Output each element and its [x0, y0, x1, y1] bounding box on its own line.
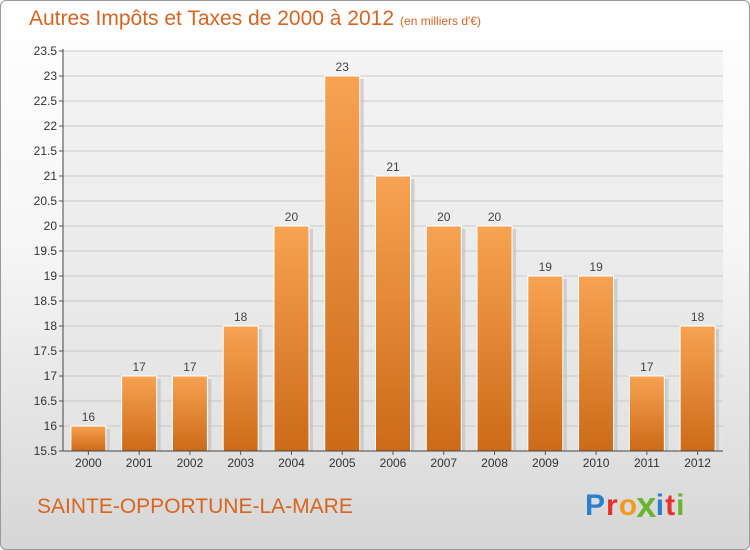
data-label-2012: 18 [691, 310, 705, 324]
data-label-2004: 20 [285, 210, 299, 224]
x-tick-label-2011: 2011 [634, 456, 660, 470]
data-label-2001: 17 [132, 360, 146, 374]
y-tick-label-11: 21 [44, 169, 58, 183]
axes: 15.5 16 16.5 17 17.5 18 18.5 19 19.5 20 20.5 21 21.5… [34, 44, 723, 470]
y-tick-label-6: 18.5 [34, 294, 58, 308]
bar-2011 [628, 375, 665, 452]
x-tick-label-2012: 2012 [684, 456, 711, 470]
y-tick-label-3: 17 [44, 369, 58, 383]
y-tick-label-16: 23.5 [34, 44, 58, 58]
logo-letter-4: i [655, 489, 666, 522]
bar-2012 [679, 325, 716, 452]
y-tick-label-7: 19 [44, 269, 58, 283]
bar-2010 [578, 275, 615, 452]
y-tick-label-2: 16.5 [34, 394, 58, 408]
proxiti-logo: Proxiti [585, 486, 686, 526]
data-label-2000: 16 [82, 410, 96, 424]
data-label-2006: 21 [386, 160, 400, 174]
data-label-2002: 17 [183, 360, 197, 374]
x-tick-label-2001: 2001 [126, 456, 153, 470]
logo-letter-5: t [665, 489, 677, 522]
y-tick-label-9: 20 [44, 219, 58, 233]
bar-2000 [70, 425, 107, 452]
x-tick-label-2003: 2003 [227, 456, 254, 470]
bar-2004 [273, 225, 310, 452]
y-tick-label-5: 18 [44, 319, 58, 333]
logo-letter-1: r [606, 489, 619, 522]
y-tick-label-1: 16 [44, 419, 58, 433]
bar-2001 [121, 375, 158, 452]
y-tick-label-15: 23 [44, 69, 58, 83]
x-tick-label-2004: 2004 [278, 456, 305, 470]
x-tick-label-2009: 2009 [532, 456, 559, 470]
data-label-2011: 17 [640, 360, 654, 374]
logo-letter-2: o [618, 489, 639, 522]
bar-2005 [324, 75, 361, 452]
x-tick-label-2002: 2002 [177, 456, 204, 470]
bar-2002 [171, 375, 208, 452]
x-tick-label-2007: 2007 [430, 456, 457, 470]
bar-2007 [425, 225, 462, 452]
y-tick-label-4: 17.5 [34, 344, 58, 358]
chart-title: Autres Impôts et Taxes de 2000 à 2012 (en… [29, 7, 481, 31]
y-tick-label-14: 22.5 [34, 94, 58, 108]
data-label-2009: 19 [539, 260, 553, 274]
x-tick-label-2010: 2010 [583, 456, 610, 470]
y-tick-label-8: 19.5 [34, 244, 58, 258]
bar-2008 [476, 225, 513, 452]
data-label-2007: 20 [437, 210, 451, 224]
bar-2006 [375, 175, 411, 452]
data-label-2008: 20 [488, 210, 502, 224]
x-tick-label-2008: 2008 [481, 456, 508, 470]
data-label-2005: 23 [336, 60, 350, 74]
bar-2009 [527, 275, 564, 452]
x-tick-label-2006: 2006 [380, 456, 407, 470]
chart-subtitle: (en milliers d'€) [400, 14, 482, 28]
logo-letter-3: x [636, 485, 658, 526]
data-label-2003: 18 [234, 310, 248, 324]
logo-letter-0: P [585, 489, 607, 522]
x-tick-label-2000: 2000 [75, 456, 102, 470]
y-tick-label-13: 22 [44, 119, 58, 133]
logo-letter-6: i [676, 489, 686, 522]
chart-title-text: Autres Impôts et Taxes de 2000 à 2012 [29, 7, 395, 30]
y-tick-label-10: 20.5 [34, 194, 58, 208]
bar-2003 [222, 325, 259, 452]
x-tick-label-2005: 2005 [329, 456, 356, 470]
city-name: SAINTE-OPPORTUNE-LA-MARE [37, 495, 353, 518]
data-label-2010: 19 [589, 260, 603, 274]
y-tick-label-0: 15.5 [34, 444, 58, 458]
y-tick-label-12: 21.5 [34, 144, 58, 158]
